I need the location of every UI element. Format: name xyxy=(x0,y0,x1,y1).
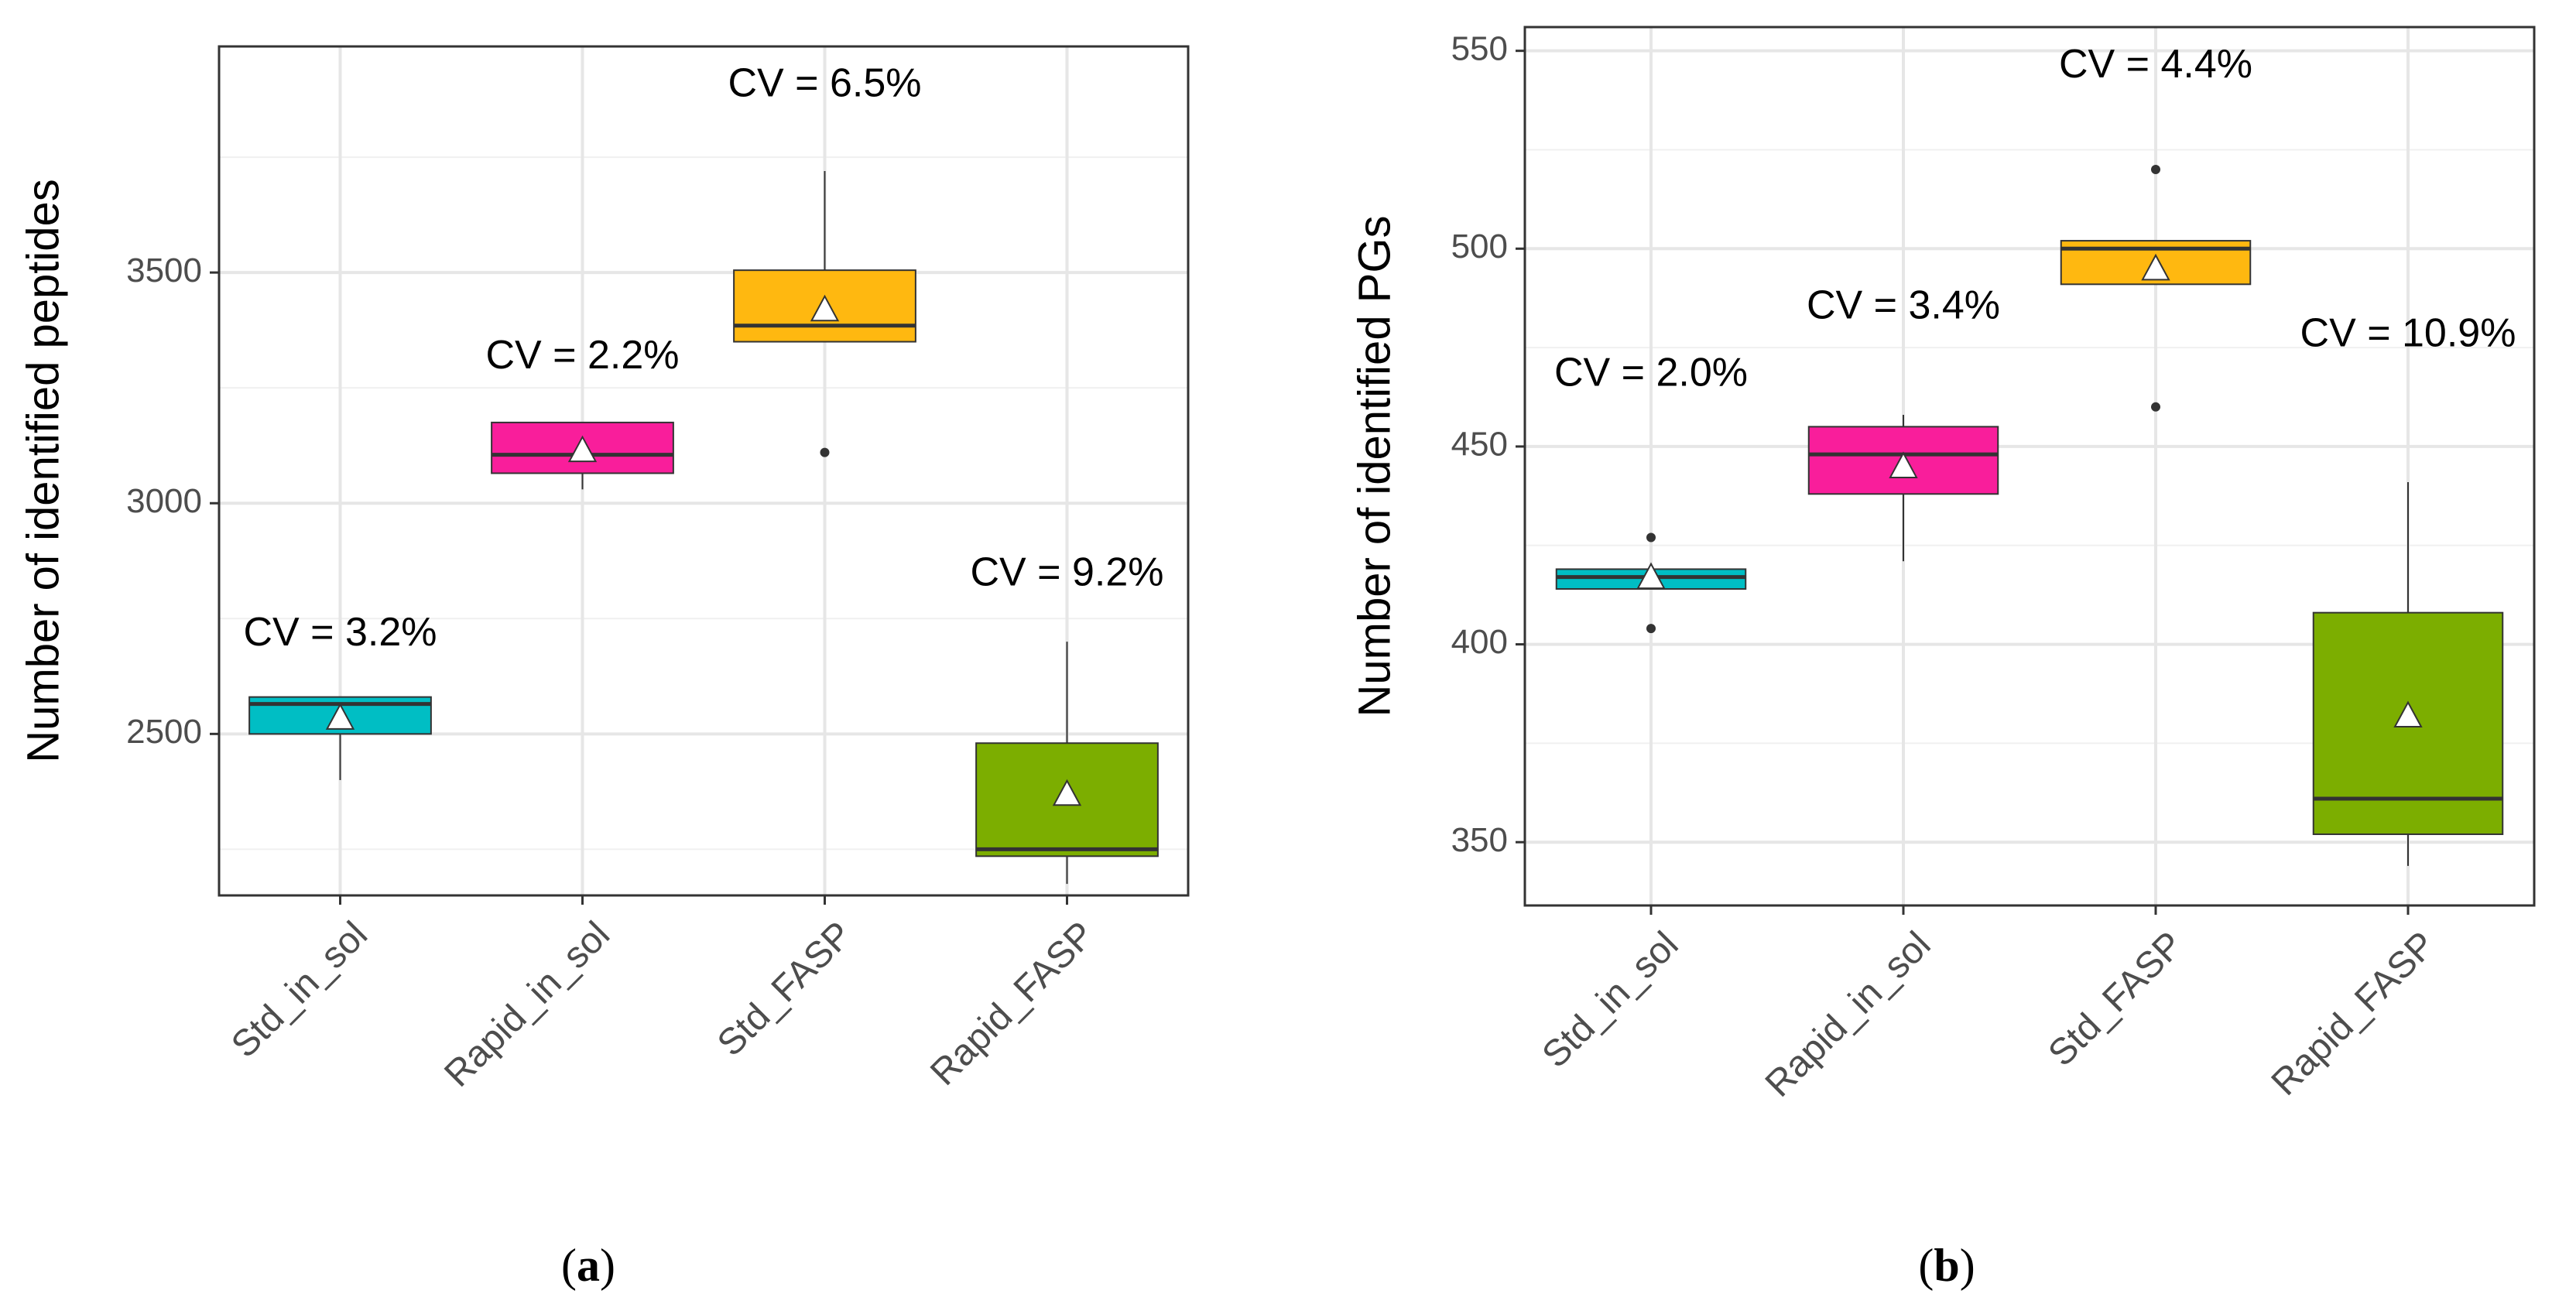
cv-annotation: CV = 4.4% xyxy=(2059,42,2252,87)
x-tick-label: Rapid_FASP xyxy=(923,914,1102,1094)
chart-panel-a: CV = 3.2% CV = 2.2% CV = 6.5% CV = 9.2% 2500… xyxy=(18,45,1190,1291)
x-tick-label: Std_in_sol xyxy=(224,914,375,1066)
panel-label: (a) xyxy=(561,1240,615,1291)
mean-marker xyxy=(810,294,840,322)
cv-annotation: CV = 9.2% xyxy=(970,549,1163,594)
cv-annotation: CV = 3.4% xyxy=(1807,283,2000,328)
y-axis-title: Number of identified PGs xyxy=(1349,216,1399,717)
y-tick-label: 450 xyxy=(1451,426,1508,464)
y-tick-label: 2500 xyxy=(126,713,202,751)
outlier-point xyxy=(2151,402,2160,412)
outlier-point xyxy=(1646,624,1656,634)
plot-border xyxy=(218,45,1190,897)
y-tick-label: 3500 xyxy=(126,252,202,289)
mean-marker xyxy=(1052,779,1082,806)
chart-panel-b: CV = 2.0% CV = 3.4% CV = 4.4% CV = 10.9% 350… xyxy=(1349,26,2536,1291)
x-tick-label: Rapid_in_sol xyxy=(437,914,618,1095)
cv-annotation: CV = 2.0% xyxy=(1554,351,1748,395)
x-tick-label: Std_FASP xyxy=(2040,924,2191,1074)
outlier-point xyxy=(1646,532,1656,543)
x-tick-label: Rapid_in_sol xyxy=(1758,924,1939,1105)
panel-label: (b) xyxy=(1918,1240,1975,1291)
mean-marker xyxy=(1636,562,1666,590)
x-tick-label: Std_FASP xyxy=(710,914,860,1064)
outlier-point xyxy=(820,447,830,457)
y-tick-label: 550 xyxy=(1451,29,1508,67)
x-tick-label: Rapid_FASP xyxy=(2264,924,2444,1104)
mean-marker xyxy=(2141,253,2170,281)
plot-border xyxy=(1523,26,2536,907)
cv-annotation: CV = 3.2% xyxy=(243,610,437,655)
y-tick-label: 350 xyxy=(1451,821,1508,859)
y-axis-title: Number of identified peptides xyxy=(18,179,68,762)
cv-annotation: CV = 6.5% xyxy=(728,60,921,105)
y-tick-label: 500 xyxy=(1451,228,1508,265)
y-tick-label: 400 xyxy=(1451,623,1508,661)
mean-marker xyxy=(325,703,355,730)
x-tick-label: Std_in_sol xyxy=(1535,924,1687,1076)
mean-marker xyxy=(1889,451,1918,478)
y-tick-label: 3000 xyxy=(126,482,202,520)
outlier-point xyxy=(2151,165,2160,175)
mean-marker xyxy=(567,435,598,463)
cv-annotation: CV = 2.2% xyxy=(485,333,679,378)
mean-marker xyxy=(2393,700,2423,728)
cv-annotation: CV = 10.9% xyxy=(2300,311,2516,356)
